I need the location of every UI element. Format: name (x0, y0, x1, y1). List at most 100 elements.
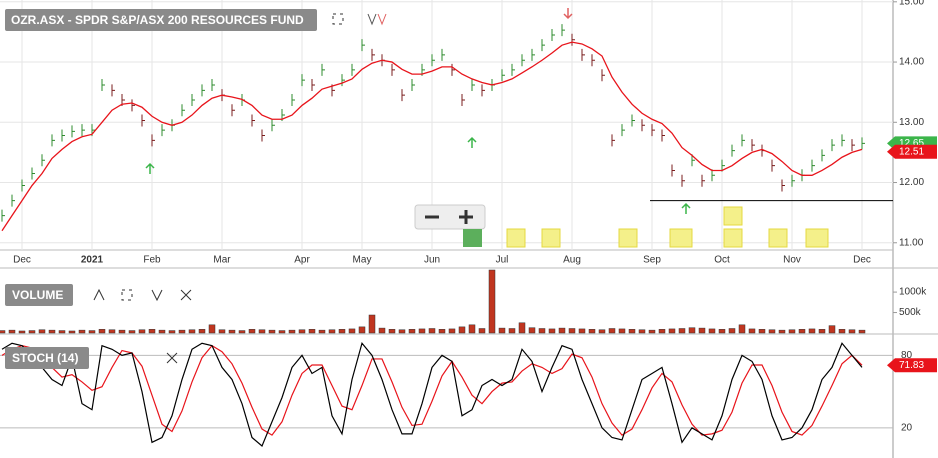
x-tick-label: Oct (714, 255, 730, 266)
volume-bar (368, 314, 376, 334)
price-bar (781, 179, 785, 192)
price-bar (481, 84, 485, 97)
volume-bar (808, 328, 816, 334)
zoom-in[interactable] (459, 210, 473, 224)
volume-bar (558, 327, 566, 334)
price-bar (671, 164, 675, 177)
volume-bar (638, 329, 646, 334)
move-down[interactable] (151, 289, 163, 302)
price-bar (151, 134, 155, 147)
price-tag-label: 12.65 (899, 138, 924, 149)
volume-bar (138, 329, 146, 334)
volume-bar (498, 327, 506, 334)
price-bar (551, 28, 555, 41)
panel-title: VOLUME (12, 288, 63, 302)
price-tag-label: 12.51 (899, 146, 924, 157)
title-box (5, 347, 89, 369)
event-markers[interactable] (506, 206, 829, 248)
y-tick-label: 80 (901, 350, 913, 361)
price-bar (511, 63, 515, 76)
close-icon[interactable] (180, 289, 192, 301)
price-bar (131, 99, 135, 112)
price-bar (41, 154, 45, 167)
volume-bar (278, 330, 286, 334)
price-bar (231, 104, 235, 117)
x-tick-label: Apr (294, 255, 310, 266)
volume-bar (758, 329, 766, 334)
volume-bar (18, 330, 26, 334)
price-bar (21, 179, 25, 192)
y-tick-label: 14.00 (899, 57, 924, 68)
price-bar (701, 174, 705, 187)
volume-bar (348, 328, 356, 334)
volume-bar (0, 330, 6, 334)
x-tick-label: Jul (496, 255, 509, 266)
event-marker[interactable] (463, 229, 482, 247)
volume-bar (708, 328, 716, 334)
volume-bar (328, 329, 336, 334)
x-tick-label: 2021 (81, 255, 104, 266)
price-bar (711, 169, 715, 182)
volume-bar (738, 324, 746, 334)
move-up[interactable] (93, 288, 105, 301)
volume-bar (528, 327, 536, 334)
volume-bar (358, 326, 366, 334)
x-tick-label: Mar (213, 255, 231, 266)
price-bar (111, 84, 115, 97)
moving-average (1, 41, 863, 232)
price-bar (501, 69, 505, 82)
volume-bar (268, 329, 276, 334)
price-bar (471, 78, 475, 91)
stoch-line (1, 344, 863, 436)
volume-bar (628, 329, 636, 334)
x-tick-label: Dec (13, 255, 31, 266)
chart-title: OZR.ASX - SPDR S&P/ASX 200 RESOURCES FUN… (11, 13, 304, 27)
price-bar (31, 167, 35, 180)
price-bar (101, 78, 105, 91)
volume-bar (128, 330, 136, 334)
price-bar (451, 63, 455, 76)
down-icon[interactable] (367, 13, 377, 26)
price-bar (751, 139, 755, 152)
x-tick-label: Dec (853, 255, 871, 266)
price-bar (1, 209, 5, 222)
price-bar (791, 174, 795, 187)
expand-icon[interactable] (332, 13, 344, 25)
price-bar (581, 48, 585, 61)
price-bar (191, 94, 195, 106)
price-bar (261, 129, 265, 142)
price-bar (211, 78, 215, 91)
price-bar (321, 63, 325, 76)
volume-bar (428, 328, 436, 334)
volume-bar (568, 328, 576, 334)
close-icon[interactable] (166, 352, 178, 364)
volume-bar (818, 329, 826, 334)
price-bar (461, 94, 465, 106)
volume-bar (598, 329, 606, 334)
volume-bar (698, 327, 706, 334)
expand-icon[interactable] (121, 289, 133, 301)
panel-title: STOCH (14) (12, 351, 78, 365)
volume-bar (88, 330, 96, 334)
price-bar (851, 139, 855, 152)
volume-bar (148, 329, 156, 334)
volume-bar (718, 329, 726, 334)
volume-bar (28, 330, 36, 334)
price-bar (351, 63, 355, 76)
price-bar (141, 114, 145, 127)
price-bar (271, 119, 275, 132)
price-bar (741, 134, 745, 147)
price-tag (887, 144, 937, 159)
volume-bar (298, 329, 306, 334)
volume-bar (648, 329, 656, 334)
price-bar (521, 54, 525, 67)
volume-bar (48, 329, 56, 334)
volume-bar (658, 329, 666, 334)
volume-bar (588, 329, 596, 334)
x-tick-label: Jun (424, 255, 440, 266)
volume-bar (608, 328, 616, 334)
y-tick-label: 11.00 (899, 237, 924, 248)
price-bar (611, 134, 615, 147)
price-bar (161, 124, 165, 137)
